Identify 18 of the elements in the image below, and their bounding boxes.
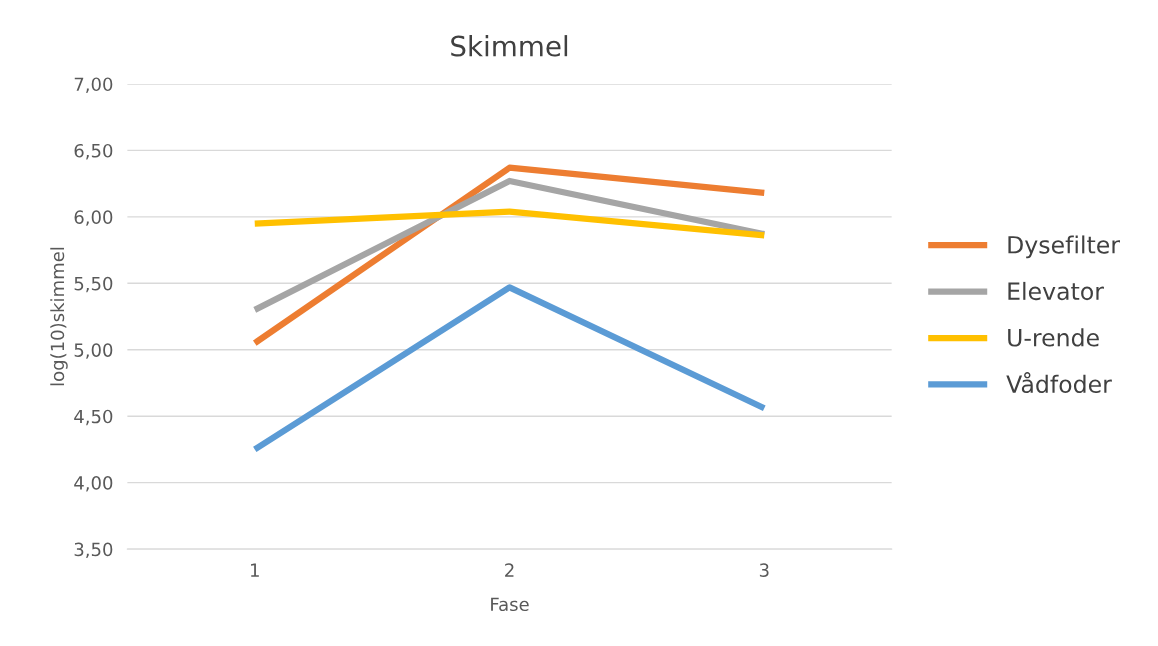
x-axis-title: Fase	[491, 597, 529, 612]
y-tick-label: 5,00	[74, 343, 113, 359]
y-tick-label: 4,00	[74, 476, 113, 492]
y-tick-label: 3,50	[74, 542, 113, 559]
x-tick-label: 3	[759, 563, 769, 577]
legend-label: Dysefilter	[1008, 235, 1121, 259]
chart-title: Skimmel	[451, 35, 568, 57]
y-axis-title: log(10)skimmel	[50, 247, 68, 386]
legend-label: Vådfoder	[1006, 372, 1112, 394]
y-tick-label: 6,50	[74, 143, 113, 160]
y-tick-label: 5,50	[74, 276, 113, 293]
legend-label: U-rende	[1008, 328, 1099, 347]
y-tick-label: 6,00	[74, 210, 113, 226]
legend-label: Elevator	[1008, 281, 1104, 301]
x-tick-label: 2	[505, 563, 514, 577]
y-tick-label: 7,00	[74, 77, 113, 93]
y-tick-label: 4,50	[74, 409, 113, 426]
x-tick-label: 1	[251, 563, 259, 577]
